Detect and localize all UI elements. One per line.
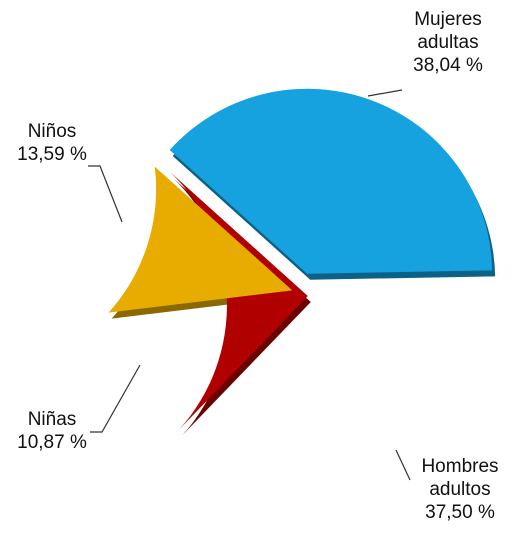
leader-line <box>367 89 403 97</box>
slice-label-value: 38,04 % <box>413 55 483 76</box>
leader-line <box>88 165 123 223</box>
slice <box>170 172 308 430</box>
slice-label-name: Hombres adultos <box>421 456 499 500</box>
slice-label-name: Niños <box>27 121 77 142</box>
leader-lines <box>88 89 411 481</box>
slice <box>169 88 493 274</box>
slice-label-name: Mujeres adultas <box>414 9 482 53</box>
slice-label-value: 10,87 % <box>17 432 87 453</box>
leader-line <box>395 449 411 481</box>
leader-line <box>90 364 141 433</box>
slice-label-value: 37,50 % <box>425 502 495 523</box>
pie <box>108 88 496 436</box>
slice-label-value: 13,59 % <box>17 144 87 165</box>
slice <box>154 157 292 282</box>
slice <box>108 166 293 313</box>
slice-label-name: Niñas <box>27 409 77 430</box>
